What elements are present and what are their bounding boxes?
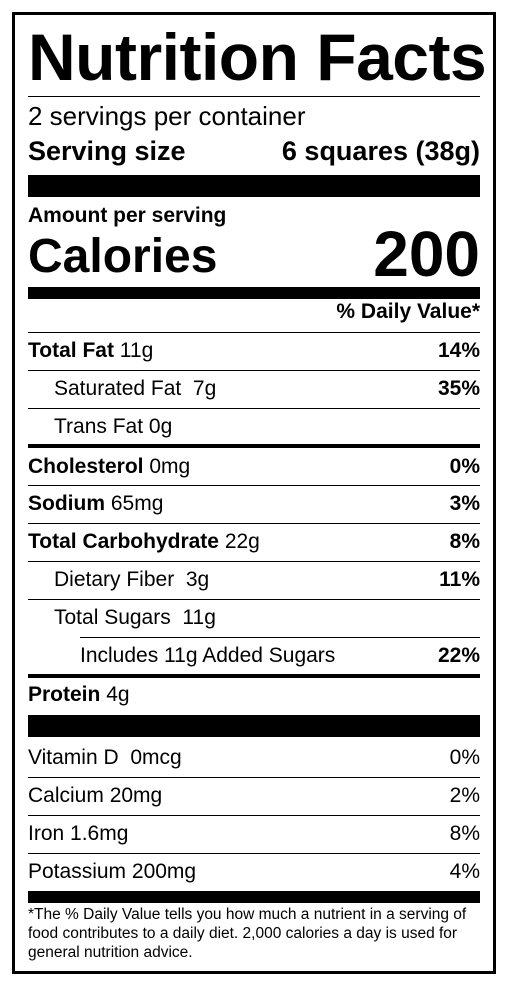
nutrient-name: Vitamin D bbox=[28, 746, 119, 769]
nutrient-name: Dietary Fiber bbox=[54, 568, 175, 591]
nutrient-amount: 0mg bbox=[149, 455, 191, 478]
calories-label: Calories bbox=[28, 230, 218, 283]
nutrition-facts-label: Nutrition Facts 2 servings per container… bbox=[12, 12, 496, 974]
thick-divider bbox=[28, 715, 480, 737]
divider bbox=[28, 561, 480, 562]
thick-divider bbox=[28, 891, 480, 903]
label-title: Nutrition Facts bbox=[28, 20, 487, 94]
nutrient-amount: 11g bbox=[119, 339, 154, 362]
nutrient-amount: 0mcg bbox=[130, 746, 182, 769]
nutrient-amount: 1.6mg bbox=[70, 822, 129, 845]
nutrient-dv: 2% bbox=[449, 784, 480, 807]
nutrient-name: Trans Fat bbox=[54, 415, 144, 438]
nutrient-row-trans-fat: Trans Fat 0g bbox=[28, 408, 480, 446]
nutrient-name: Includes 11g Added Sugars bbox=[80, 644, 336, 667]
divider bbox=[28, 408, 480, 409]
divider bbox=[28, 777, 480, 778]
vitamin-row-calcium: Calcium 20mg 2% bbox=[28, 777, 480, 815]
nutrient-amount: 65mg bbox=[110, 492, 164, 515]
nutrient-dv: 14% bbox=[437, 339, 480, 362]
vitamin-row-potassium: Potassium 200mg 4% bbox=[28, 853, 480, 891]
vitamin-row-iron: Iron 1.6mg 8% bbox=[28, 815, 480, 853]
nutrient-dv: 11% bbox=[439, 568, 480, 591]
amount-per-serving: Amount per serving bbox=[28, 204, 227, 227]
nutrient-name: Calcium bbox=[28, 784, 104, 807]
nutrient-dv: 22% bbox=[437, 644, 480, 667]
divider bbox=[28, 523, 480, 524]
nutrient-row-total-fat: Total Fat 11g 14% bbox=[28, 332, 480, 370]
daily-value-header: % Daily Value* bbox=[336, 300, 480, 323]
vitamin-row-vitamin-d: Vitamin D 0mcg 0% bbox=[28, 739, 480, 777]
nutrient-amount: 22g bbox=[224, 530, 260, 553]
nutrient-row-total-carbohydrate: Total Carbohydrate 22g 8% bbox=[28, 523, 480, 561]
nutrient-name: Iron bbox=[28, 822, 65, 845]
divider bbox=[28, 444, 480, 448]
divider bbox=[28, 485, 480, 486]
nutrient-dv: 0% bbox=[449, 746, 480, 769]
nutrient-name: Sodium bbox=[28, 492, 105, 515]
thick-divider bbox=[28, 287, 480, 299]
thick-divider bbox=[28, 175, 480, 197]
nutrient-amount: 0g bbox=[148, 415, 173, 438]
nutrient-dv: 0% bbox=[449, 455, 480, 478]
divider bbox=[28, 815, 480, 816]
nutrient-dv: 8% bbox=[449, 822, 480, 845]
nutrient-amount: 20mg bbox=[109, 784, 163, 807]
divider bbox=[28, 599, 480, 600]
serving-size-value: 6 squares (38g) bbox=[281, 136, 480, 166]
calories-value: 200 bbox=[373, 218, 480, 290]
nutrient-row-sodium: Sodium 65mg 3% bbox=[28, 485, 480, 523]
nutrient-amount: 7g bbox=[192, 377, 217, 400]
nutrient-row-added-sugars: Includes 11g Added Sugars 22% bbox=[28, 637, 480, 675]
nutrient-row-saturated-fat: Saturated Fat 7g 35% bbox=[28, 370, 480, 408]
nutrient-name: Protein bbox=[28, 683, 101, 706]
nutrient-row-dietary-fiber: Dietary Fiber 3g 11% bbox=[28, 561, 480, 599]
nutrient-row-cholesterol: Cholesterol 0mg 0% bbox=[28, 448, 480, 486]
nutrient-dv: 35% bbox=[437, 377, 480, 400]
serving-size-label: Serving size bbox=[28, 136, 186, 166]
nutrient-dv: 8% bbox=[449, 530, 480, 553]
nutrient-name: Saturated Fat bbox=[54, 377, 182, 400]
divider bbox=[28, 853, 480, 854]
daily-value-footnote: *The % Daily Value tells you how much a … bbox=[28, 906, 467, 961]
nutrient-name: Total Carbohydrate bbox=[28, 530, 219, 553]
nutrient-name: Total Fat bbox=[28, 339, 114, 362]
servings-per-container: 2 servings per container bbox=[28, 101, 306, 131]
nutrient-amount: 200mg bbox=[131, 860, 197, 883]
nutrient-row-protein: Protein 4g bbox=[28, 676, 480, 714]
nutrient-row-total-sugars: Total Sugars 11g bbox=[28, 599, 480, 637]
nutrient-amount: 11g bbox=[182, 606, 216, 629]
divider bbox=[28, 332, 480, 333]
nutrient-dv: 4% bbox=[449, 860, 480, 883]
nutrient-amount: 3g bbox=[185, 568, 210, 591]
nutrient-dv: 3% bbox=[449, 492, 480, 515]
divider bbox=[80, 637, 480, 638]
divider bbox=[28, 370, 480, 371]
nutrient-name: Total Sugars bbox=[54, 606, 171, 629]
divider bbox=[28, 96, 480, 97]
nutrient-amount: 4g bbox=[106, 683, 130, 706]
nutrient-name: Cholesterol bbox=[28, 455, 144, 478]
divider bbox=[28, 674, 480, 678]
nutrient-name: Potassium bbox=[28, 860, 127, 883]
